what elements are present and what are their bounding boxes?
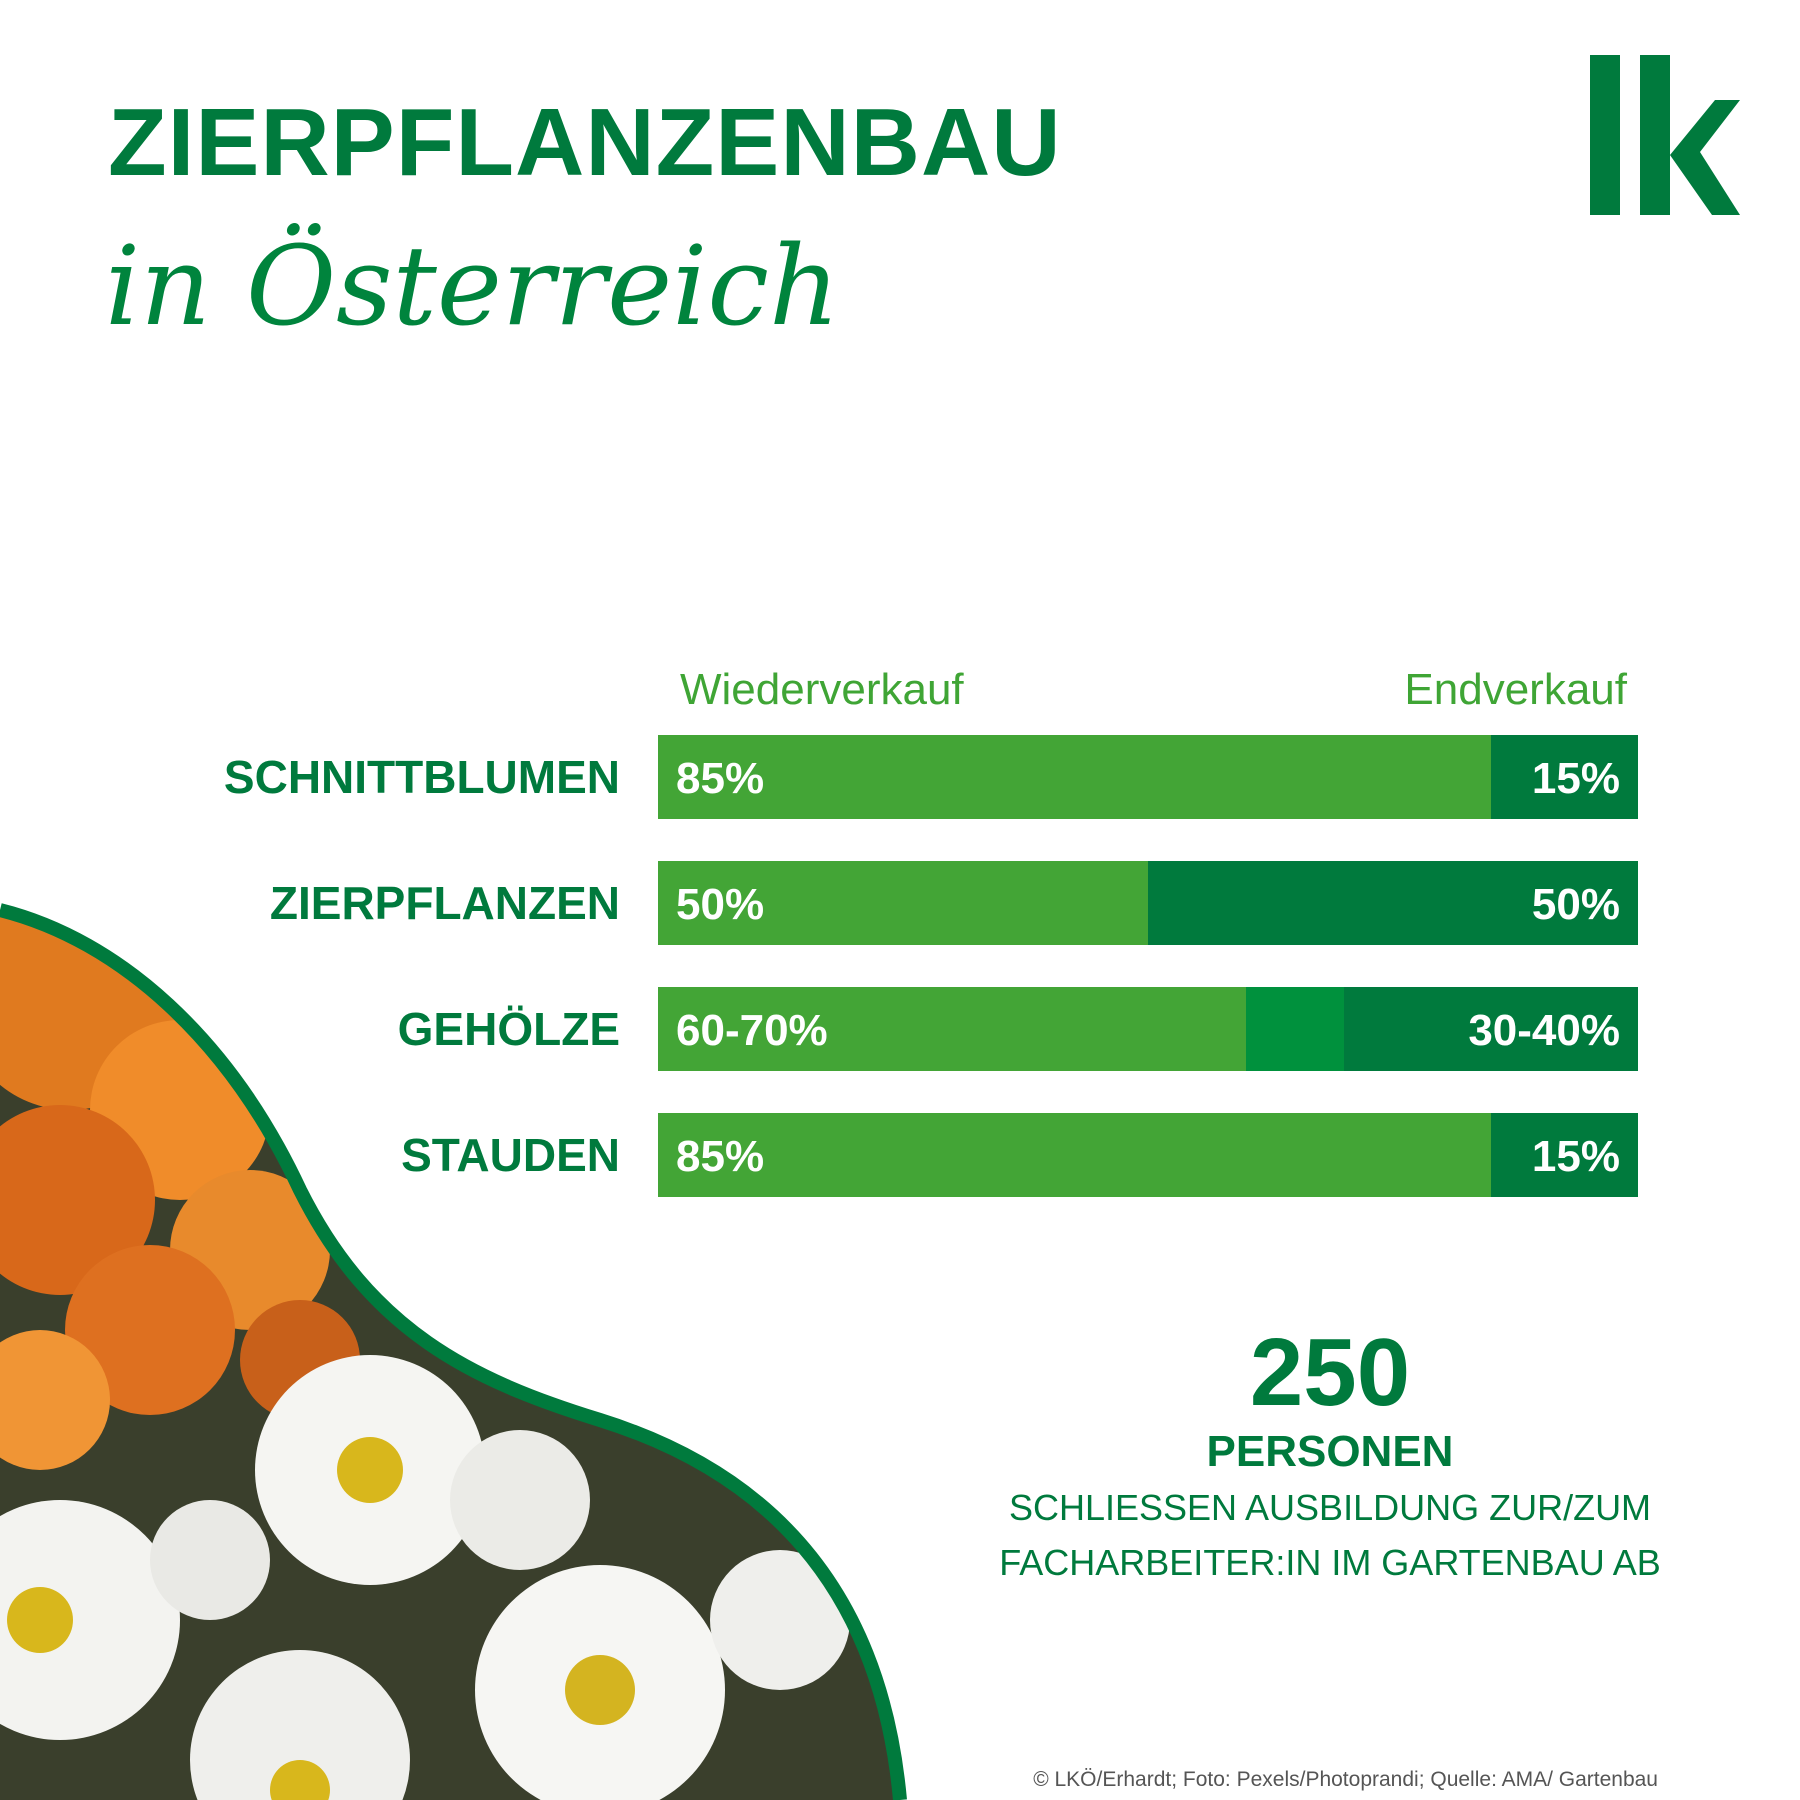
- value-label-wiederverkauf-zierpflanzen: 50%: [676, 880, 764, 929]
- stat-unit: PERSONEN: [1206, 1427, 1454, 1476]
- column-label-endverkauf: Endverkauf: [1404, 665, 1627, 714]
- logo-k-arms: [1670, 100, 1740, 215]
- value-label-wiederverkauf-schnittblumen: 85%: [676, 754, 764, 803]
- category-label-schnittblumen: SCHNITTBLUMEN: [224, 751, 620, 803]
- stat-description-line1: SCHLIESSEN AUSBILDUNG ZUR/ZUM: [1008, 1487, 1652, 1528]
- logo-stroke-l: [1590, 55, 1620, 215]
- category-label-zierpflanzen: ZIERPFLANZEN: [270, 877, 620, 929]
- page-title: ZIERPFLANZENBAU: [108, 89, 1062, 196]
- credit-line: © LKÖ/Erhardt; Foto: Pexels/Photoprandi;…: [1033, 1768, 1658, 1791]
- value-label-wiederverkauf-geh-lze: 60-70%: [676, 1006, 828, 1055]
- lk-logo: [1590, 55, 1740, 215]
- value-label-endverkauf-schnittblumen: 15%: [1532, 754, 1620, 803]
- page-subtitle: in Österreich: [105, 222, 840, 350]
- logo-stroke-k: [1640, 55, 1670, 215]
- category-label-stauden: STAUDEN: [401, 1129, 620, 1181]
- bar-wiederverkauf-schnittblumen: [658, 735, 1491, 819]
- value-label-endverkauf-zierpflanzen: 50%: [1532, 880, 1620, 929]
- bar-range-geh-lze: [1246, 987, 1344, 1071]
- bar-wiederverkauf-stauden: [658, 1113, 1491, 1197]
- bar-wiederverkauf-geh-lze: [658, 987, 1246, 1071]
- column-label-wiederverkauf: Wiederverkauf: [680, 665, 964, 714]
- value-label-wiederverkauf-stauden: 85%: [676, 1132, 764, 1181]
- value-label-endverkauf-geh-lze: 30-40%: [1468, 1006, 1620, 1055]
- category-label-geh-lze: GEHÖLZE: [398, 1003, 620, 1055]
- value-label-endverkauf-stauden: 15%: [1532, 1132, 1620, 1181]
- bar-wiederverkauf-zierpflanzen: [658, 861, 1148, 945]
- stat-description-line2: FACHARBEITER:IN IM GARTENBAU AB: [999, 1542, 1661, 1583]
- stat-number: 250: [1249, 1319, 1411, 1426]
